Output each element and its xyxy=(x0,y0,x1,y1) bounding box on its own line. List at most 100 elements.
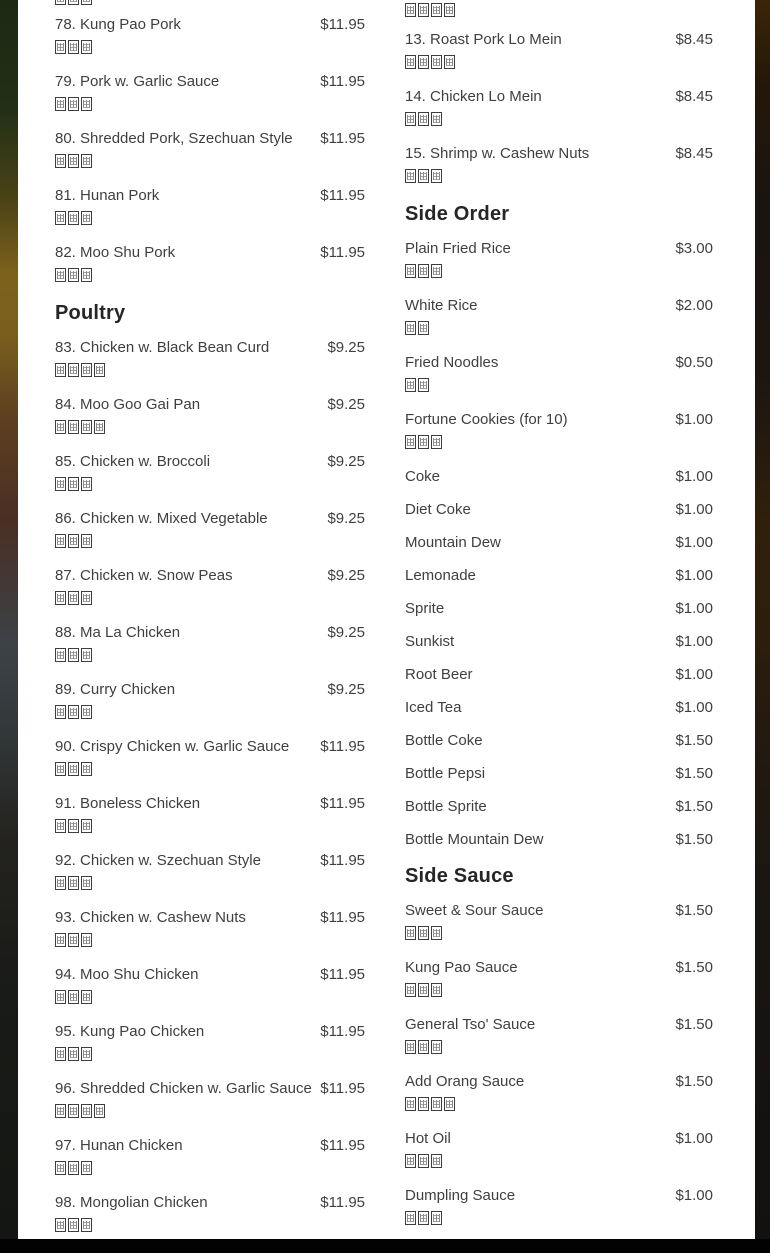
missing-cjk-glyph-box xyxy=(418,264,429,278)
menu-item-row: 79. Pork w. Garlic Sauce $11.95 xyxy=(55,70,365,94)
missing-cjk-glyph-box xyxy=(418,1154,429,1168)
menu-item[interactable]: 86. Chicken w. Mixed Vegetable $9.25 xyxy=(55,507,365,555)
menu-item-price: $1.00 xyxy=(675,411,713,428)
menu-item[interactable]: 82. Moo Shu Pork $11.95 xyxy=(55,241,365,289)
menu-item[interactable]: 81. Hunan Pork $11.95 xyxy=(55,184,365,232)
menu-item-row: Bottle Coke $1.50 xyxy=(405,729,713,753)
menu-item-row: 85. Chicken w. Broccoli $9.25 xyxy=(55,450,365,474)
menu-item-price: $11.95 xyxy=(320,1194,365,1211)
menu-item[interactable]: Kung Pao Sauce $1.50 xyxy=(405,956,713,1004)
menu-item[interactable]: 91. Boneless Chicken $11.95 xyxy=(55,792,365,840)
menu-item[interactable]: Hot Oil $1.00 xyxy=(405,1127,713,1175)
menu-item-price: $1.50 xyxy=(675,1016,713,1033)
missing-cjk-glyph-box xyxy=(55,1218,66,1232)
menu-item-row: Bottle Pepsi $1.50 xyxy=(405,762,713,786)
menu-item[interactable]: Add Orang Sauce $1.50 xyxy=(405,1070,713,1118)
menu-item[interactable]: 85. Chicken w. Broccoli $9.25 xyxy=(55,450,365,498)
menu-item-name: 14. Chicken Lo Mein xyxy=(405,88,542,105)
menu-item-row: Iced Tea $1.00 xyxy=(405,696,713,720)
menu-item[interactable]: 87. Chicken w. Snow Peas $9.25 xyxy=(55,564,365,612)
missing-cjk-glyph-box xyxy=(68,211,79,225)
menu-item[interactable]: 15. Shrimp w. Cashew Nuts $8.45 xyxy=(405,142,713,190)
cjk-glyph-row xyxy=(405,0,713,24)
menu-item[interactable]: Root Beer $1.00 xyxy=(405,663,713,687)
missing-cjk-glyph-box xyxy=(81,762,92,776)
menu-item[interactable]: 95. Kung Pao Chicken $11.95 xyxy=(55,1020,365,1068)
missing-cjk-glyph-box xyxy=(55,1104,66,1118)
cjk-glyph-row xyxy=(405,166,713,190)
menu-item[interactable]: Sprite $1.00 xyxy=(405,597,713,621)
menu-item-name: 15. Shrimp w. Cashew Nuts xyxy=(405,145,590,162)
cjk-glyph-row xyxy=(55,1215,365,1239)
menu-item[interactable]: 94. Moo Shu Chicken $11.95 xyxy=(55,963,365,1011)
menu-item[interactable]: 93. Chicken w. Cashew Nuts $11.95 xyxy=(55,906,365,954)
menu-item-row: 95. Kung Pao Chicken $11.95 xyxy=(55,1020,365,1044)
menu-item[interactable]: 84. Moo Goo Gai Pan $9.25 xyxy=(55,393,365,441)
menu-item[interactable]: Diet Coke $1.00 xyxy=(405,498,713,522)
menu-item[interactable]: 80. Shredded Pork, Szechuan Style $11.95 xyxy=(55,127,365,175)
menu-item[interactable]: Sunkist $1.00 xyxy=(405,630,713,654)
cjk-glyph-row xyxy=(405,318,713,342)
cjk-glyph-row xyxy=(55,702,365,726)
menu-item[interactable]: 98. Mongolian Chicken $11.95 xyxy=(55,1191,365,1239)
menu-item[interactable]: 89. Curry Chicken $9.25 xyxy=(55,678,365,726)
menu-item[interactable]: 92. Chicken w. Szechuan Style $11.95 xyxy=(55,849,365,897)
menu-item[interactable]: Iced Tea $1.00 xyxy=(405,696,713,720)
menu-item[interactable]: 79. Pork w. Garlic Sauce $11.95 xyxy=(55,70,365,118)
menu-item[interactable]: Sweet & Sour Sauce $1.50 xyxy=(405,899,713,947)
menu-item-price: $3.00 xyxy=(675,240,713,257)
missing-cjk-glyph-box xyxy=(444,1097,455,1111)
missing-cjk-glyph-box xyxy=(68,97,79,111)
missing-cjk-glyph-box xyxy=(68,933,79,947)
menu-item-name: Kung Pao Sauce xyxy=(405,959,518,976)
missing-cjk-glyph-box xyxy=(68,876,79,890)
missing-cjk-glyph-box xyxy=(81,591,92,605)
menu-item[interactable]: Bottle Mountain Dew $1.50 xyxy=(405,828,713,852)
menu-item-row: Plain Fried Rice $3.00 xyxy=(405,237,713,261)
menu-item[interactable]: Fortune Cookies (for 10) $1.00 xyxy=(405,408,713,456)
menu-item[interactable]: Dumpling Sauce $1.00 xyxy=(405,1184,713,1232)
menu-item-name: 92. Chicken w. Szechuan Style xyxy=(55,852,261,869)
menu-item[interactable]: 78. Kung Pao Pork $11.95 xyxy=(55,13,365,61)
cjk-glyph-row xyxy=(55,1044,365,1068)
cjk-glyph-row xyxy=(55,531,365,555)
menu-item[interactable]: Fried Noodles $0.50 xyxy=(405,351,713,399)
menu-item-row: 78. Kung Pao Pork $11.95 xyxy=(55,13,365,37)
missing-cjk-glyph-box xyxy=(81,40,92,54)
menu-item-price: $9.25 xyxy=(327,681,365,698)
menu-item[interactable]: 83. Chicken w. Black Bean Curd $9.25 xyxy=(55,336,365,384)
missing-cjk-glyph-box xyxy=(81,1047,92,1061)
menu-item-price: $8.45 xyxy=(675,145,713,162)
menu-item-row: 91. Boneless Chicken $11.95 xyxy=(55,792,365,816)
menu-item[interactable]: Bottle Pepsi $1.50 xyxy=(405,762,713,786)
menu-item[interactable]: Mountain Dew $1.00 xyxy=(405,531,713,555)
missing-cjk-glyph-box xyxy=(418,1040,429,1054)
menu-item[interactable]: 97. Hunan Chicken $11.95 xyxy=(55,1134,365,1182)
menu-item-row: Bottle Mountain Dew $1.50 xyxy=(405,828,713,852)
missing-cjk-glyph-box xyxy=(55,534,66,548)
menu-item[interactable]: 90. Crispy Chicken w. Garlic Sauce $11.95 xyxy=(55,735,365,783)
missing-cjk-glyph-box xyxy=(68,154,79,168)
menu-item[interactable]: Bottle Coke $1.50 xyxy=(405,729,713,753)
menu-item[interactable]: Bottle Sprite $1.50 xyxy=(405,795,713,819)
missing-cjk-glyph-box xyxy=(55,211,66,225)
missing-cjk-glyph-box xyxy=(431,983,442,997)
menu-item[interactable]: Lemonade $1.00 xyxy=(405,564,713,588)
missing-cjk-glyph-box xyxy=(405,1097,416,1111)
missing-cjk-glyph-box xyxy=(405,55,416,69)
missing-cjk-glyph-box xyxy=(81,477,92,491)
menu-item[interactable]: 13. Roast Pork Lo Mein $8.45 xyxy=(405,28,713,76)
menu-item[interactable]: Coke $1.00 xyxy=(405,465,713,489)
missing-cjk-glyph-box xyxy=(418,983,429,997)
menu-item[interactable]: 88. Ma La Chicken $9.25 xyxy=(55,621,365,669)
menu-item-name: White Rice xyxy=(405,297,478,314)
menu-item[interactable]: 96. Shredded Chicken w. Garlic Sauce $11.… xyxy=(55,1077,365,1125)
menu-item-price: $1.50 xyxy=(675,732,713,749)
menu-item[interactable]: Plain Fried Rice $3.00 xyxy=(405,237,713,285)
menu-item-row: 83. Chicken w. Black Bean Curd $9.25 xyxy=(55,336,365,360)
menu-item[interactable]: General Tso' Sauce $1.50 xyxy=(405,1013,713,1061)
menu-item[interactable]: 14. Chicken Lo Mein $8.45 xyxy=(405,85,713,133)
menu-item-name: Coke xyxy=(405,468,441,485)
missing-cjk-glyph-box xyxy=(55,705,66,719)
menu-item[interactable]: White Rice $2.00 xyxy=(405,294,713,342)
